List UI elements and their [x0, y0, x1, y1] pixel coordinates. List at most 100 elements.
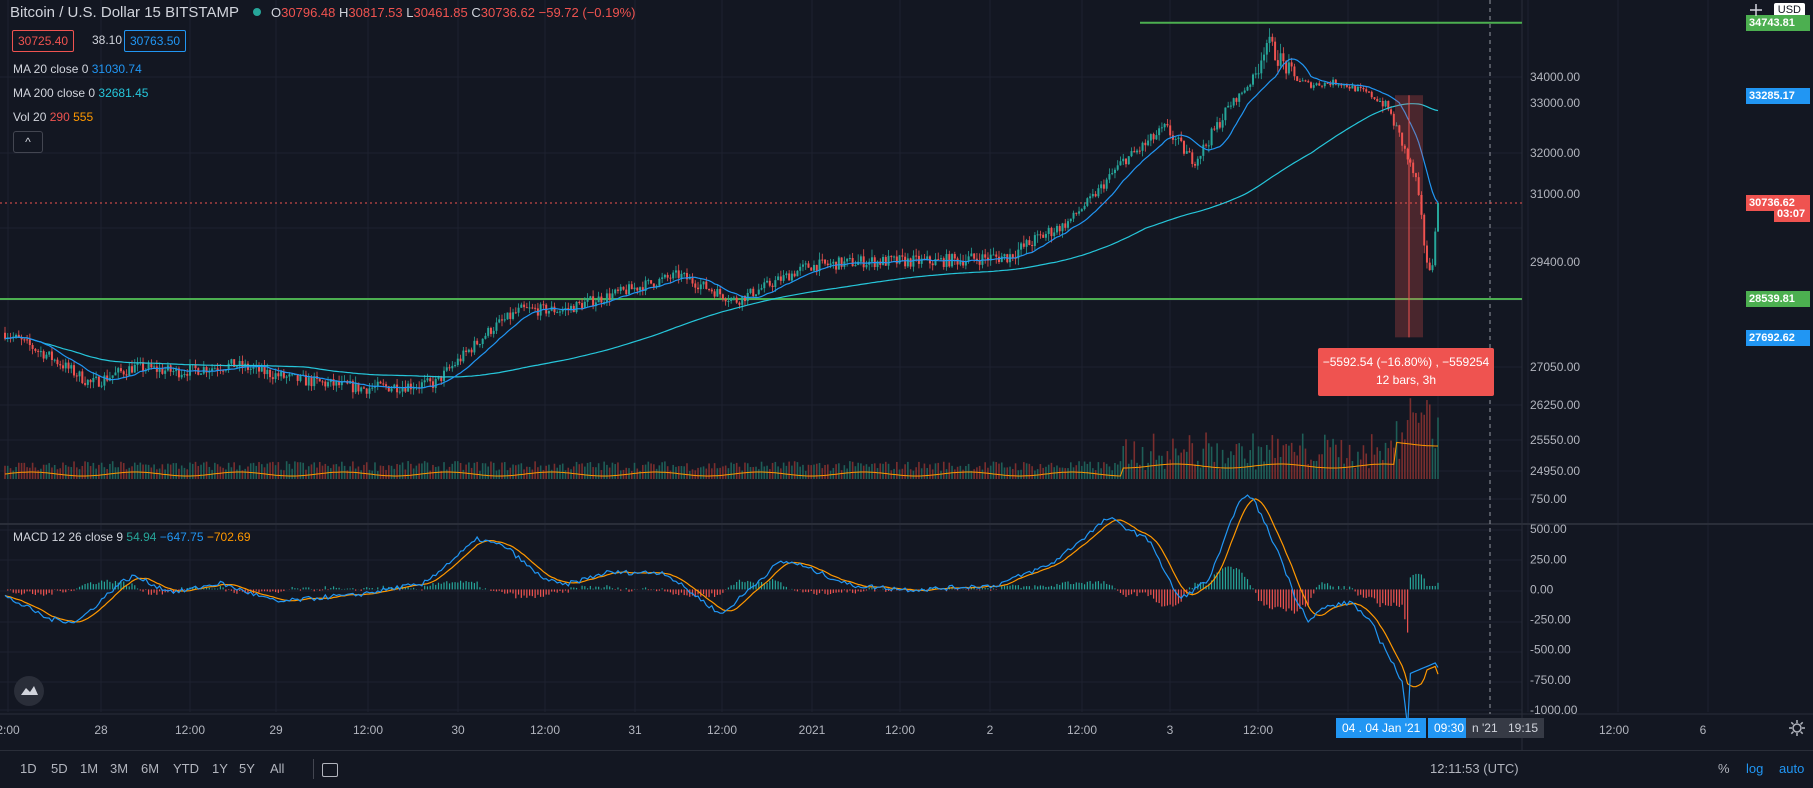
- volume-bar: [153, 464, 155, 479]
- collapse-legend-button[interactable]: ^: [13, 131, 43, 153]
- candle-body: [263, 365, 266, 375]
- candle-body: [719, 289, 722, 295]
- candle-body: [1290, 62, 1293, 67]
- volume-bar: [708, 463, 710, 479]
- settings-gear-icon[interactable]: [1789, 720, 1805, 736]
- log-scale-toggle[interactable]: log: [1746, 761, 1764, 776]
- candle-body: [230, 359, 233, 364]
- buy-price-button[interactable]: 30763.50: [124, 30, 187, 52]
- candle-body: [1323, 82, 1326, 87]
- volume-bar: [1208, 443, 1210, 479]
- candle-body: [1287, 62, 1290, 74]
- candle-body: [799, 266, 802, 271]
- timeframe-all[interactable]: All: [270, 761, 285, 776]
- volume-bar: [1318, 454, 1321, 479]
- price-tag: 28539.81: [1746, 291, 1810, 307]
- timeframe-1m[interactable]: 1M: [80, 761, 99, 776]
- timeframe-1d[interactable]: 1D: [20, 761, 37, 776]
- candle-body: [1282, 53, 1285, 62]
- measure-line1: −5592.54 (−16.80%) , −559254: [1322, 355, 1490, 369]
- candle-body: [153, 366, 156, 368]
- volume-legend[interactable]: Vol 20 290 555: [13, 110, 94, 124]
- candle-body: [59, 364, 62, 366]
- time-axis: 2:00 28 12:00 29 12:00 30 12:00 31 12:00 2021 12:0…: [0, 723, 1707, 737]
- candle-body: [97, 376, 100, 387]
- volume-bar: [769, 469, 771, 479]
- volume-bar: [503, 462, 506, 479]
- volume-bar: [299, 462, 302, 479]
- candle-body: [1028, 240, 1031, 246]
- candle-body: [440, 375, 443, 382]
- volume-bar: [920, 468, 923, 479]
- candle-body: [859, 256, 862, 262]
- candle-body: [978, 260, 981, 265]
- utc-clock[interactable]: 12:11:53 (UTC): [1430, 761, 1519, 776]
- volume-bar: [788, 461, 790, 479]
- volume-bar: [53, 465, 56, 479]
- volume-bar: [528, 466, 531, 479]
- volume-bar: [713, 463, 716, 479]
- timeframe-5y[interactable]: 5Y: [239, 761, 255, 776]
- timeframe-ytd[interactable]: YTD: [173, 761, 199, 776]
- symbol-name[interactable]: Bitcoin / U.S. Dollar: [10, 4, 141, 21]
- percent-scale-toggle[interactable]: %: [1718, 761, 1730, 776]
- candle-body: [534, 307, 537, 309]
- sell-price-button[interactable]: 30725.40: [12, 30, 75, 52]
- volume-bar: [396, 464, 398, 479]
- ma20-legend[interactable]: MA 20 close 0 31030.74: [13, 62, 142, 76]
- candle-body: [581, 303, 584, 309]
- auto-scale-toggle[interactable]: auto: [1779, 761, 1805, 776]
- volume-bar: [48, 463, 50, 479]
- volume-bar: [1310, 459, 1312, 479]
- candle-body: [448, 367, 451, 369]
- volume-bar: [202, 462, 205, 479]
- volume-bar: [1257, 446, 1260, 479]
- candle-body: [1042, 234, 1045, 238]
- chart-canvas[interactable]: 34000.00 33000.00 32000.00 31000.00 29400.00…: [0, 0, 1813, 750]
- candle-body: [459, 358, 462, 362]
- volume-bar: [200, 464, 202, 479]
- volume-bar: [120, 461, 122, 479]
- tradingview-logo-icon[interactable]: [14, 676, 44, 706]
- candle-body: [1177, 137, 1180, 139]
- candle-body: [1216, 122, 1219, 130]
- volume-bar: [321, 465, 324, 479]
- volume-bar: [78, 469, 81, 479]
- candle-body: [636, 287, 639, 291]
- volume-bar: [75, 467, 78, 479]
- time-tick-label: 6: [1700, 723, 1707, 737]
- candle-body: [147, 363, 150, 370]
- volume-bar: [183, 467, 186, 479]
- volume-bar: [923, 463, 926, 479]
- candle-body: [721, 294, 724, 299]
- add-icon[interactable]: [1749, 3, 1763, 17]
- volume-bar: [1078, 461, 1080, 479]
- volume-bar: [443, 462, 445, 479]
- timeframe-6m[interactable]: 6M: [141, 761, 160, 776]
- currency-button[interactable]: USD: [1773, 3, 1805, 17]
- candle-body: [699, 284, 702, 290]
- volume-bar: [205, 461, 208, 479]
- candle-body: [829, 263, 832, 266]
- candle-body: [360, 387, 363, 392]
- candle-body: [898, 255, 901, 264]
- ma200-legend[interactable]: MA 200 close 0 32681.45: [13, 86, 149, 100]
- volume-bar: [59, 468, 62, 479]
- macd-legend[interactable]: MACD 12 26 close 9 54.94 −647.75 −702.69: [13, 530, 251, 544]
- macd-tick-label: -1000.00: [1530, 703, 1578, 717]
- volume-bar: [791, 465, 793, 479]
- go-to-date-calendar-icon[interactable]: [322, 763, 338, 777]
- volume-bar: [1379, 450, 1381, 479]
- candle-body: [252, 367, 255, 369]
- volume-bar: [553, 463, 556, 479]
- candle-body: [895, 256, 898, 264]
- volume-bar: [757, 469, 760, 479]
- timeframe-3m[interactable]: 3M: [110, 761, 129, 776]
- volume-bar: [208, 466, 211, 479]
- volume-bar: [1169, 459, 1171, 479]
- volume-bar: [716, 468, 719, 479]
- candle-body: [1155, 135, 1158, 140]
- timeframe-5d[interactable]: 5D: [51, 761, 68, 776]
- timeframe-1y[interactable]: 1Y: [212, 761, 228, 776]
- candle-body: [1395, 125, 1398, 127]
